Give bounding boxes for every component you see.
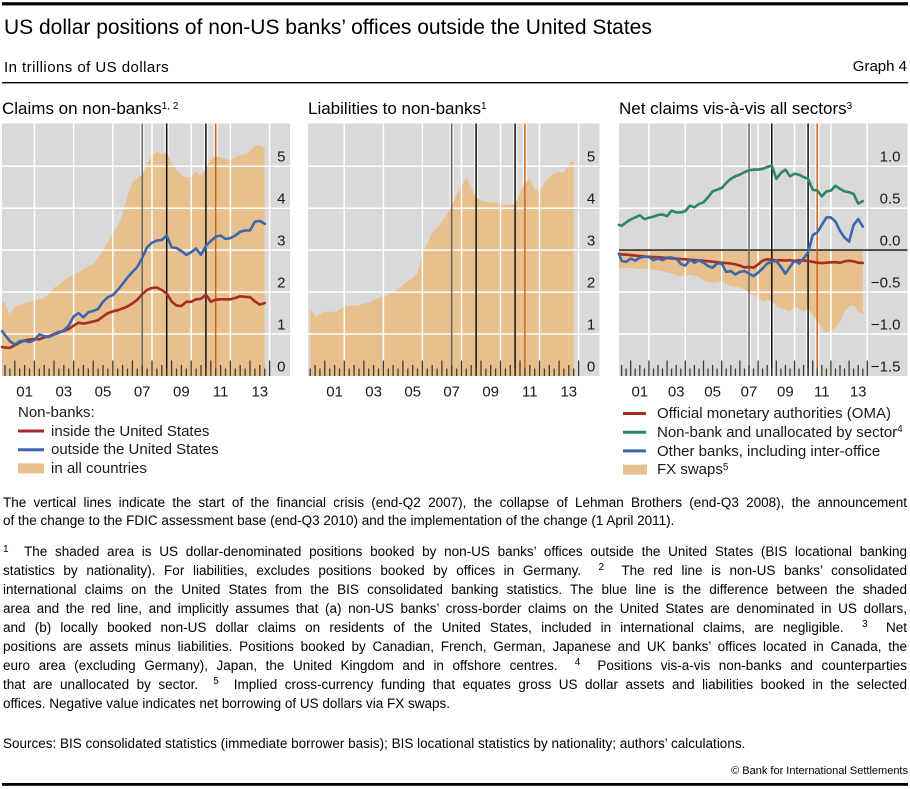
svg-text:0.5: 0.5 [880, 191, 901, 208]
svg-text:4: 4 [587, 191, 595, 208]
svg-text:13: 13 [560, 384, 577, 401]
svg-text:1.0: 1.0 [880, 149, 901, 166]
svg-text:3: 3 [277, 233, 285, 250]
svg-text:0.0: 0.0 [880, 233, 901, 250]
svg-text:01: 01 [16, 384, 33, 401]
svg-text:2: 2 [587, 274, 595, 291]
svg-text:05: 05 [404, 384, 421, 401]
svg-text:07: 07 [741, 384, 758, 401]
svg-text:07: 07 [443, 384, 460, 401]
svg-text:−1.0: −1.0 [871, 316, 901, 333]
svg-text:5: 5 [277, 149, 285, 166]
svg-text:01: 01 [326, 384, 343, 401]
svg-text:05: 05 [95, 384, 112, 401]
svg-text:−1.5: −1.5 [871, 358, 901, 375]
svg-text:4: 4 [277, 191, 285, 208]
svg-text:1: 1 [277, 316, 285, 333]
svg-text:09: 09 [482, 384, 499, 401]
svg-text:11: 11 [522, 384, 538, 401]
svg-text:09: 09 [777, 384, 794, 401]
svg-text:13: 13 [850, 384, 867, 401]
svg-text:01: 01 [631, 384, 648, 401]
svg-text:3: 3 [587, 233, 595, 250]
svg-text:0: 0 [277, 358, 285, 375]
svg-text:13: 13 [251, 384, 268, 401]
svg-text:−0.5: −0.5 [871, 274, 901, 291]
svg-text:05: 05 [704, 384, 721, 401]
svg-text:03: 03 [668, 384, 685, 401]
svg-text:2: 2 [277, 274, 285, 291]
svg-text:09: 09 [173, 384, 190, 401]
svg-text:03: 03 [365, 384, 382, 401]
svg-text:11: 11 [814, 384, 830, 401]
svg-text:5: 5 [587, 149, 595, 166]
svg-text:1: 1 [587, 316, 595, 333]
svg-text:07: 07 [134, 384, 151, 401]
svg-text:0: 0 [587, 358, 595, 375]
svg-text:03: 03 [55, 384, 72, 401]
svg-text:11: 11 [213, 384, 229, 401]
